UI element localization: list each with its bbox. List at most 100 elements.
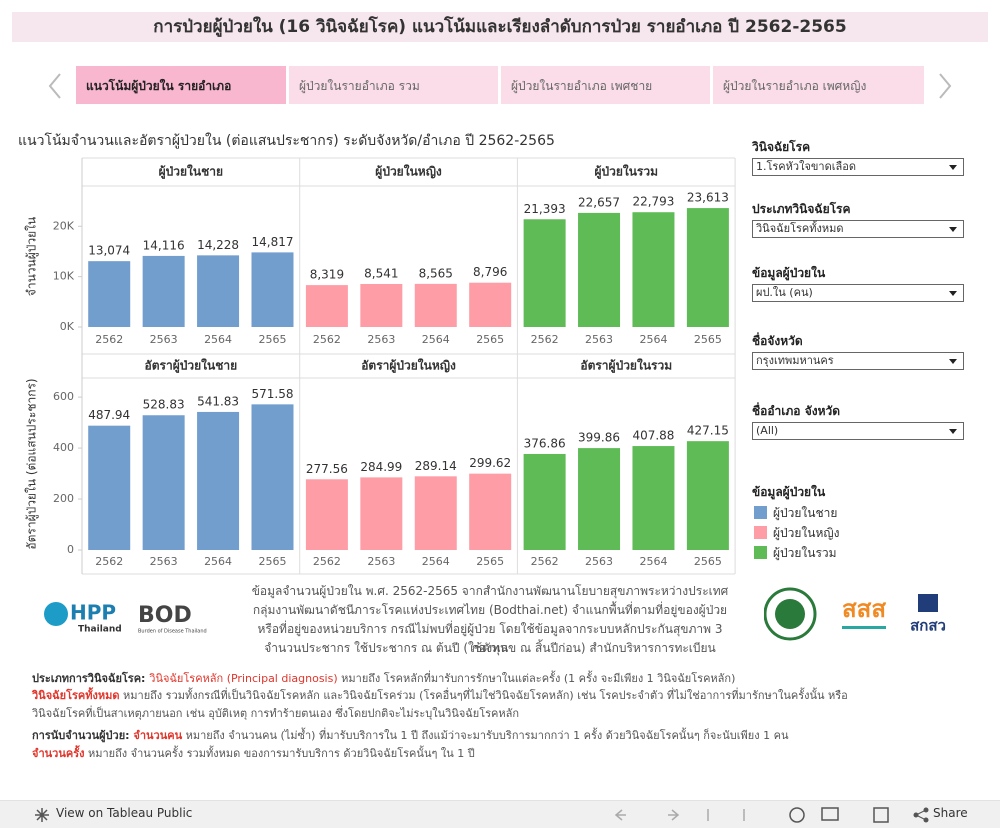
filter-dropdown[interactable]: วินิจฉัยโรคทั้งหมด (752, 220, 964, 238)
bar (197, 255, 240, 327)
note-text: ประเภทการวินิจฉัยโรค: (32, 672, 150, 685)
x-tick-label: 2562 (531, 555, 559, 568)
toolbar-icons (614, 807, 889, 823)
panel-title: อัตราผู้ป่วยในหญิง (361, 358, 456, 374)
bar (88, 261, 131, 327)
logo-text: สกสว (910, 617, 946, 635)
legend-swatch (754, 546, 767, 559)
value-label: 21,393 (524, 202, 566, 216)
panel-title: ผู้ป่วยในรวม (594, 164, 658, 180)
value-label: 284.99 (360, 460, 402, 474)
panel-title: อัตราผู้ป่วยในรวม (580, 358, 672, 374)
tab[interactable]: ผู้ป่วยในรายอำเภอ รวม (289, 66, 498, 104)
toolbar: View on Tableau Public Share (0, 800, 1000, 828)
x-tick-label: 2562 (531, 333, 559, 346)
value-label: 528.83 (143, 398, 185, 412)
filter-label: ข้อมูลผู้ป่วยใน (752, 266, 826, 280)
bar (632, 446, 675, 550)
tab[interactable]: แนวโน้มผู้ป่วยใน รายอำเภอ (76, 66, 286, 104)
note-text: วินิจฉัยโรคทั้งหมด (32, 689, 120, 702)
value-label: 571.58 (251, 387, 293, 401)
bar (578, 448, 621, 550)
panel-title: ผู้ป่วยในชาย (159, 164, 223, 180)
source-line: จำนวนประชากร ใช้ประชากร ณ ต้นปี (ใช้ตัวเ… (264, 641, 716, 655)
value-label: 8,319 (310, 268, 344, 282)
x-tick-label: 2563 (585, 555, 613, 568)
y-tick-label: 400 (53, 441, 74, 454)
x-tick-label: 2562 (95, 555, 123, 568)
bar (305, 479, 348, 550)
legend-item[interactable]: ผู้ป่วยในชาย (754, 505, 837, 521)
x-tick-label: 2562 (313, 555, 341, 568)
value-label: 399.86 (578, 431, 620, 445)
note-line: วินิจฉัยโรคทั้งหมด หมายถึง รวมทั้งกรณีที… (32, 686, 848, 704)
bar (251, 404, 294, 550)
x-tick-label: 2564 (639, 333, 667, 346)
filter-dropdown[interactable]: ผป.ใน (คน) (752, 284, 964, 302)
value-label: 14,817 (251, 235, 293, 249)
x-tick-label: 2565 (694, 333, 722, 346)
view-link[interactable]: View on Tableau Public (56, 806, 193, 820)
tab-next[interactable] (932, 70, 956, 102)
note-text: หมายถึง โรคหลักที่มารับการรักษาในแต่ละคร… (337, 672, 736, 685)
x-tick-label: 2565 (258, 555, 286, 568)
note-text: วินิจฉัยโรคหลัก (Principal diagnosis) (149, 672, 338, 685)
note-line: จำนวนครั้ง หมายถึง จำนวนครั้ง รวมทั้งหมด… (32, 744, 475, 762)
filter-label: ชื่อจังหวัด (752, 334, 803, 348)
bar (305, 285, 348, 327)
bar (686, 208, 729, 327)
x-tick-label: 2564 (204, 555, 232, 568)
filter-dropdown[interactable]: กรุงเทพมหานคร (752, 352, 964, 370)
value-label: 277.56 (306, 462, 348, 476)
x-tick-label: 2563 (367, 555, 395, 568)
legend-item[interactable]: ผู้ป่วยในรวม (754, 545, 837, 561)
y-axis-label: จำนวนผู้ป่วยใน (25, 217, 40, 296)
share-link[interactable]: Share (933, 806, 968, 820)
bar (469, 473, 512, 550)
x-tick-label: 2563 (150, 555, 178, 568)
logo-text: BOD (138, 603, 192, 628)
bar (142, 415, 185, 550)
logo-text: Thailand (78, 625, 122, 635)
x-tick-label: 2564 (422, 555, 450, 568)
legend-swatch (754, 506, 767, 519)
note-text: การนับจำนวนผู้ป่วย: (32, 729, 134, 742)
note-text: หมายถึง รวมทั้งกรณีที่เป็นวินิจฉัยโรคหลั… (119, 689, 848, 702)
share-icon[interactable] (912, 807, 930, 823)
bar (523, 453, 566, 550)
panel-title: อัตราผู้ป่วยในชาย (145, 358, 238, 374)
bar (632, 212, 675, 327)
value-label: 22,657 (578, 195, 620, 209)
tab[interactable]: ผู้ป่วยในรายอำเภอ เพศชาย (501, 66, 710, 104)
legend-item[interactable]: ผู้ป่วยในหญิง (754, 525, 839, 541)
bar (523, 219, 566, 327)
x-tick-label: 2565 (694, 555, 722, 568)
filter-dropdown[interactable]: (All) (752, 422, 964, 440)
filter-dropdown[interactable]: 1.โรคหัวใจขาดเลือด (752, 158, 964, 176)
tab[interactable]: ผู้ป่วยในรายอำเภอ เพศหญิง (713, 66, 924, 104)
source-line: กลุ่มงานพัฒนาดัชนีภาระโรคแห่งประเทศไทย (… (252, 603, 728, 617)
bar (578, 212, 621, 327)
dashboard-title: การป่วยผู้ป่วยใน (16 วินิจฉัยโรค) แนวโน้… (12, 12, 988, 42)
value-label: 541.83 (197, 394, 239, 408)
note-text: วินิจฉัยโรคที่เป็นสาเหตุภายนอก เช่น อุบั… (32, 707, 520, 720)
legend-title: ข้อมูลผู้ป่วยใน (752, 485, 826, 499)
value-label: 13,074 (88, 244, 130, 258)
y-tick-label: 200 (53, 492, 74, 505)
bar (142, 255, 185, 327)
y-tick-label: 10K (53, 270, 75, 283)
logos-right: สสส สกสว (764, 587, 946, 641)
value-label: 8,565 (419, 266, 453, 280)
value-label: 14,116 (143, 238, 185, 252)
note-line: การนับจำนวนผู้ป่วย: จำนวนคน หมายถึง จำนว… (32, 726, 788, 744)
tab-prev[interactable] (44, 70, 68, 102)
note-line: วินิจฉัยโรคที่เป็นสาเหตุภายนอก เช่น อุบั… (32, 704, 519, 722)
y-tick-label: 20K (53, 219, 75, 232)
legend-swatch (754, 526, 767, 539)
note-text: หมายถึง จำนวนครั้ง รวมทั้งหมด ของการมารั… (84, 747, 475, 760)
chart: จำนวนผู้ป่วยใน 0K 10K 20K ผู้ป่วยในชาย 13,074… (25, 157, 736, 575)
y-tick-label: 0 (67, 543, 74, 556)
value-label: 487.94 (88, 408, 130, 422)
value-label: 8,796 (473, 265, 507, 279)
